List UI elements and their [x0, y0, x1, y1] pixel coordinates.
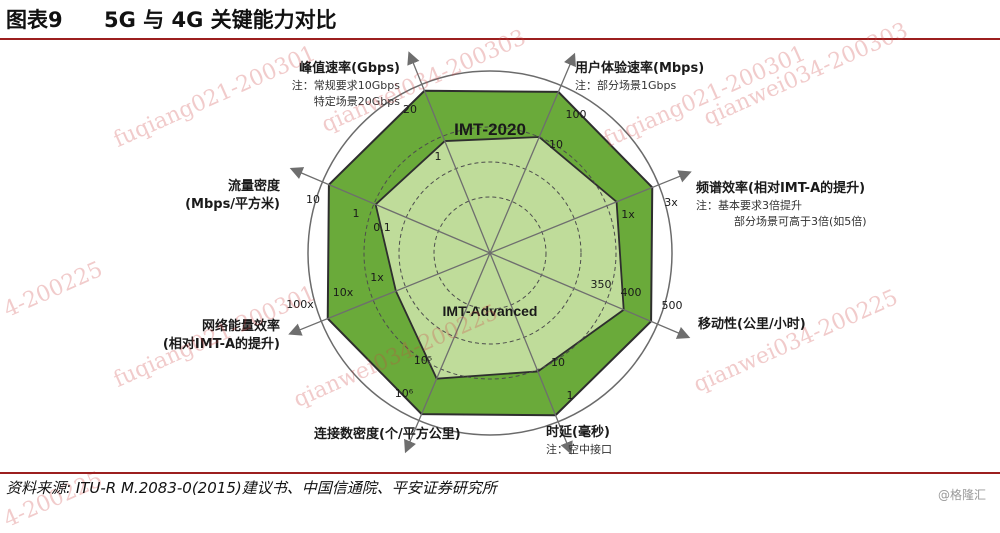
axis-line-7 [288, 252, 491, 336]
axis-note-5-1: 注：空中接口 [546, 442, 612, 456]
tick-label-axis4-3: 500 [662, 299, 683, 312]
tick-label-axis2-1: 10 [549, 138, 563, 151]
tick-label-axis7-3: 100x [286, 298, 314, 311]
source-note: 资料来源: ITU-R M.2083-0(2015)建议书、中国信通院、平安证券… [6, 479, 497, 497]
series-label-imt-2020: IMT-2020 [454, 120, 526, 139]
axis-title-2: 用户体验速率(Mbps) [574, 60, 704, 76]
publisher-logo: @格隆汇 [937, 488, 986, 502]
tick-label-axis4-1: 350 [591, 278, 612, 291]
tick-label-axis4-2: 400 [621, 286, 642, 299]
grid-circle-3 [363, 126, 617, 380]
tick-label-axis1-2: 20 [403, 103, 417, 116]
series-label-imt-advanced: IMT-Advanced [443, 303, 538, 319]
tick-label-axis1-1: 1 [435, 150, 442, 163]
axis-title-1: 峰值速率(Gbps) [299, 60, 400, 76]
axis-title-6: 连接数密度(个/平方公里) [314, 426, 461, 442]
axis-title-7: 网络能量效率 [202, 318, 280, 334]
axis-line-4 [489, 252, 691, 339]
axis-note-2-1: 注：部分场景1Gbps [575, 78, 676, 92]
radar-chart: IMT-2020 IMT-Advanced 1 20 10 100 1x 3x 350 400 50… [163, 51, 867, 456]
axis-title-8: 流量密度 [228, 178, 281, 194]
tick-label-axis8-1: 0.1 [373, 221, 391, 234]
top-rule [0, 38, 1000, 40]
tick-label-axis8-3: 10 [306, 193, 320, 206]
tick-label-axis3-1: 1x [621, 208, 635, 221]
figure-title: 5G 与 4G 关键能力对比 [104, 8, 337, 32]
axis-line-8 [289, 167, 491, 254]
outer-circle [307, 70, 673, 436]
axis-note-3-2: 部分场景可高于3倍(如5倍) [734, 214, 867, 228]
axis-line-5 [489, 252, 573, 455]
tick-label-axis2-2: 100 [566, 108, 587, 121]
axis-line-3 [489, 170, 692, 254]
bottom-rule [0, 472, 1000, 474]
axis-title-5: 时延(毫秒) [546, 424, 610, 440]
axis-title-7-line2: (相对IMT-A的提升) [163, 336, 280, 352]
tick-label-axis5-2: 1 [567, 389, 574, 402]
axis-line-6 [404, 252, 491, 454]
tick-label-axis6-2: 10⁶ [395, 387, 414, 400]
axis-title-4: 移动性(公里/小时) [698, 316, 806, 332]
tick-label-axis5-1: 10 [551, 356, 565, 369]
axis-note-3-1: 注：基本要求3倍提升 [696, 198, 802, 212]
axis-title-8-line2: (Mbps/平方米) [185, 196, 280, 212]
axis-line-1 [407, 51, 491, 254]
tick-label-axis7-1: 1x [370, 271, 384, 284]
header: 图表9 5G 与 4G 关键能力对比 [0, 0, 1000, 36]
tick-label-axis8-2: 1 [353, 207, 360, 220]
axis-title-3: 频谱效率(相对IMT-A的提升) [696, 180, 865, 196]
figure-number: 图表9 [6, 8, 63, 32]
tick-label-axis6-1: 10⁵ [414, 354, 432, 367]
axis-note-1-1: 注：常规要求10Gbps [292, 78, 400, 92]
axis-line-2 [489, 52, 576, 254]
tick-label-axis7-2: 10x [333, 286, 354, 299]
axis-note-1-2: 特定场景20Gbps [314, 94, 400, 108]
tick-label-axis3-2: 3x [664, 196, 678, 209]
grid-circle-1 [433, 196, 547, 310]
grid-circle-2 [398, 161, 582, 345]
